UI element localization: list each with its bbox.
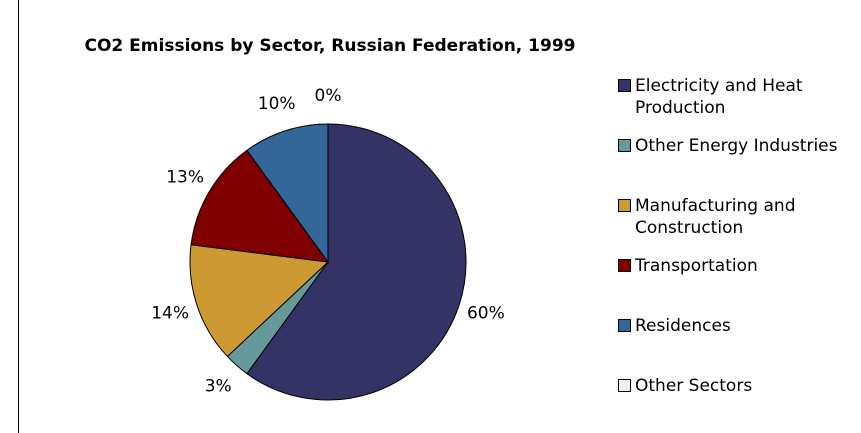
data-label: 10%: [258, 94, 296, 114]
data-label: 13%: [166, 167, 204, 187]
legend-label: Other Sectors: [635, 376, 753, 396]
legend-item: Other Sectors: [618, 375, 858, 397]
chart-border: [18, 0, 19, 433]
legend-swatch: [618, 319, 631, 332]
legend-swatch: [618, 139, 631, 152]
legend-swatch: [618, 259, 631, 272]
pie-slice: [246, 123, 329, 264]
legend-item: Other Energy Industries: [618, 135, 858, 157]
data-label: 3%: [205, 377, 232, 397]
legend-label: Manufacturing and Construction: [635, 196, 796, 238]
legend-item: Manufacturing and Construction: [618, 195, 858, 239]
pie-slice: [190, 149, 330, 263]
data-label: 60%: [467, 303, 505, 323]
legend-swatch: [618, 199, 631, 212]
pie-slice: [189, 244, 330, 358]
chart-title: CO2 Emissions by Sector, Russian Federat…: [85, 36, 576, 56]
legend-label: Residences: [635, 316, 731, 336]
pie-slice: [246, 123, 467, 401]
legend-swatch: [618, 379, 631, 392]
legend-item: Electricity and Heat Production: [618, 75, 858, 119]
data-label: 0%: [315, 86, 342, 106]
legend-item: Residences: [618, 315, 858, 337]
legend-label: Transportation: [635, 256, 758, 276]
legend-swatch: [618, 79, 631, 92]
legend-item: Transportation: [618, 255, 858, 277]
legend-label: Electricity and Heat Production: [635, 76, 803, 118]
legend-label: Other Energy Industries: [635, 136, 838, 156]
data-label: 14%: [151, 303, 189, 323]
